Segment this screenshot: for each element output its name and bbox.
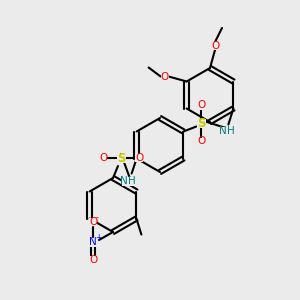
FancyBboxPatch shape <box>116 154 125 163</box>
Text: N: N <box>89 237 97 247</box>
Text: +: + <box>95 233 101 242</box>
Text: O: O <box>197 136 206 146</box>
Text: O: O <box>99 153 107 163</box>
FancyBboxPatch shape <box>89 256 97 264</box>
FancyBboxPatch shape <box>99 154 107 162</box>
FancyBboxPatch shape <box>135 154 143 162</box>
FancyBboxPatch shape <box>160 73 169 80</box>
Text: O: O <box>197 100 206 110</box>
FancyBboxPatch shape <box>197 137 206 146</box>
Text: O: O <box>160 71 169 82</box>
FancyBboxPatch shape <box>211 42 219 50</box>
FancyBboxPatch shape <box>197 119 206 128</box>
Text: H: H <box>128 176 136 187</box>
Text: O: O <box>211 41 219 51</box>
Text: N: N <box>120 176 128 187</box>
Text: O: O <box>89 255 97 265</box>
Text: O: O <box>89 217 97 227</box>
FancyBboxPatch shape <box>122 177 136 186</box>
Text: H: H <box>226 127 234 136</box>
Text: S: S <box>197 117 206 130</box>
FancyBboxPatch shape <box>88 238 98 247</box>
Text: O: O <box>135 153 143 163</box>
Text: -: - <box>95 214 98 223</box>
Text: S: S <box>117 152 125 164</box>
FancyBboxPatch shape <box>218 127 233 136</box>
Text: N: N <box>218 127 226 136</box>
FancyBboxPatch shape <box>89 218 97 226</box>
FancyBboxPatch shape <box>197 101 206 110</box>
